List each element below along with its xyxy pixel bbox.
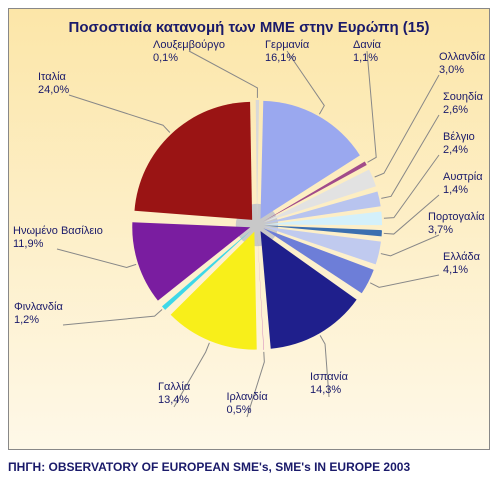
slice-label: Ολλανδία3,0% — [439, 51, 485, 77]
slice-label: Σουηδία2,6% — [443, 91, 483, 117]
slice-label: Ελλάδα4,1% — [443, 251, 480, 277]
slice-label: Ιρλανδία0,5% — [227, 391, 268, 417]
slice-label: Ιταλία24,0% — [38, 71, 69, 97]
source-text: ΠΗΓΗ: OBSERVATORY OF EUROPEAN SME's, SME… — [8, 460, 410, 474]
slice-label: Φινλανδία1,2% — [14, 301, 63, 327]
slice-label: Βέλγιο2,4% — [443, 131, 475, 157]
slice-label: Ισπανία14,3% — [310, 371, 348, 397]
slice-label: Πορτογαλία3,7% — [428, 211, 485, 237]
slice-label: Ηνωμένο Βασίλειο11,9% — [13, 225, 103, 251]
slice-label: Γαλλία13,4% — [158, 381, 190, 407]
chart-frame: Ποσοστιαία κατανομή των ΜΜΕ στην Ευρώπη … — [8, 8, 490, 450]
slice-label: Γερμανία16,1% — [265, 39, 309, 65]
slice-label: Λουξεμβούργο0,1% — [153, 39, 225, 65]
slice-label: Δανία1,1% — [353, 39, 381, 65]
slice-label: Αυστρία1,4% — [443, 171, 483, 197]
chart-container: Ποσοστιαία κατανομή των ΜΜΕ στην Ευρώπη … — [0, 0, 504, 500]
